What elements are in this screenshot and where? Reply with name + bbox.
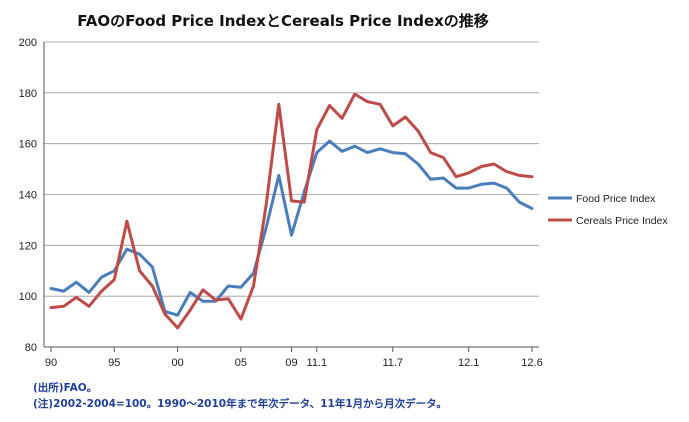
- remark-note: (注)2002-2004=100。1990～2010年まで年次データ、11年1月…: [33, 398, 447, 410]
- y-tick-label: 100: [19, 291, 37, 303]
- legend-label: Food Price Index: [576, 193, 656, 205]
- legend: Food Price Index Cereals Price Index: [548, 193, 668, 227]
- series-line: [49, 139, 534, 317]
- x-tick-label: 11.7: [382, 357, 403, 369]
- x-tick-label: 00: [171, 357, 183, 369]
- x-tick-label: 95: [108, 357, 120, 369]
- x-tick-label: 05: [235, 357, 247, 369]
- x-axis-ticks: 90 95 00 05 09 11.1 11.7 12.1 12.6: [45, 347, 543, 369]
- series-lines: [49, 92, 534, 330]
- y-tick-label: 160: [19, 139, 37, 151]
- chart-title: FAOのFood Price IndexとCereals Price Index…: [77, 12, 489, 30]
- y-tick-label: 80: [25, 342, 37, 354]
- y-axis-ticks: 80 100 120 140 160 180 200: [19, 37, 37, 354]
- y-tick-label: 180: [19, 88, 37, 100]
- x-tick-label: 12.1: [458, 357, 479, 369]
- series-line: [49, 92, 534, 330]
- y-tick-label: 140: [19, 190, 37, 202]
- y-tick-label: 200: [19, 37, 37, 49]
- source-note: (出所)FAO。: [33, 382, 98, 394]
- legend-label: Cereals Price Index: [576, 215, 668, 227]
- x-tick-label: 90: [45, 357, 57, 369]
- x-tick-label: 12.6: [521, 357, 542, 369]
- x-tick-label: 09: [285, 357, 297, 369]
- x-tick-label: 11.1: [307, 357, 328, 369]
- y-tick-label: 120: [19, 240, 37, 252]
